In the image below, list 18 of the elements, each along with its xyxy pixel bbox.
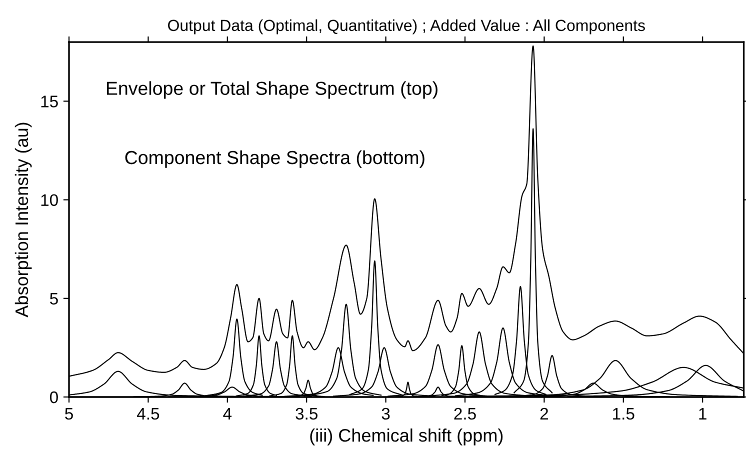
x-tick-label: 5	[65, 408, 73, 420]
x-tick-label: 1.5	[613, 408, 634, 420]
x-tick-label: 2.5	[454, 408, 476, 420]
y-axis-title: Absorption Intensity (au)	[14, 122, 32, 318]
y-tick-label: 0	[50, 391, 58, 404]
x-tick-label: 2	[540, 408, 548, 420]
chart-title: Output Data (Optimal, Quantitative) ; Added Value : All Components	[168, 19, 645, 34]
x-axis-title: (iii) Chemical shift (ppm)	[310, 428, 503, 446]
y-tick-label: 15	[41, 96, 58, 108]
x-tick-label: 4	[223, 408, 232, 420]
annotation: Component Shape Spectra (bottom)	[125, 150, 424, 168]
x-tick-label: 3.5	[296, 408, 318, 420]
x-tick-label: 4.5	[137, 408, 160, 420]
x-tick-label: 1	[699, 408, 706, 420]
annotation: Envelope or Total Shape Spectrum (top)	[106, 81, 438, 99]
y-tick-label: 10	[41, 194, 58, 206]
y-tick-label: 5	[50, 292, 58, 305]
x-tick-label: 3	[382, 408, 390, 420]
